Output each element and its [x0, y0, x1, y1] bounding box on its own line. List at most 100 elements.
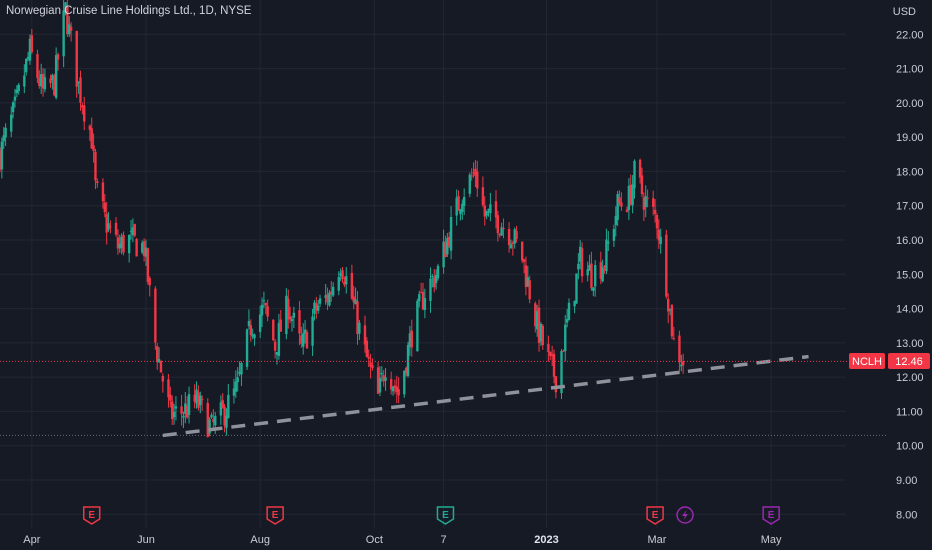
- candle: [17, 82, 20, 95]
- candle-body: [316, 306, 320, 311]
- earnings-event-marker[interactable]: E: [82, 506, 101, 525]
- candle-body: [114, 222, 118, 235]
- price-tag: NCLH 12.46: [849, 353, 930, 369]
- candle-body: [109, 226, 112, 228]
- candle-body: [197, 392, 200, 408]
- earnings-event-marker[interactable]: E: [266, 506, 284, 525]
- candle-body: [655, 214, 659, 229]
- candle-body: [507, 228, 511, 245]
- earnings-icon: [646, 506, 664, 525]
- candle: [573, 300, 576, 314]
- candle-body: [389, 379, 393, 390]
- candle: [474, 159, 477, 188]
- candle-body: [64, 2, 67, 13]
- candle-body: [526, 277, 530, 287]
- candle: [292, 306, 296, 329]
- candle-body: [436, 265, 440, 279]
- candle: [64, 2, 67, 16]
- candle: [481, 176, 485, 208]
- candle-body: [144, 247, 148, 257]
- earnings-event-marker[interactable]: E: [436, 506, 455, 525]
- candle-body: [116, 237, 120, 249]
- candle-body: [135, 239, 138, 257]
- candle: [28, 34, 32, 65]
- candle: [146, 247, 150, 285]
- candle-body: [81, 105, 84, 108]
- candle-body: [448, 236, 451, 247]
- candle-body: [182, 415, 185, 418]
- candle-body: [313, 302, 316, 314]
- candle-body: [10, 114, 13, 132]
- candle: [528, 275, 531, 304]
- candle-body: [421, 291, 425, 310]
- candle: [343, 276, 346, 288]
- candle: [4, 123, 7, 146]
- candle-body: [212, 418, 215, 423]
- candle: [326, 287, 329, 311]
- candle-body: [122, 234, 125, 253]
- y-tick-label: 12.00: [896, 372, 924, 384]
- candle: [476, 160, 479, 197]
- candle: [38, 70, 41, 89]
- candle: [681, 353, 685, 374]
- candle: [180, 394, 183, 426]
- candle-body: [668, 309, 672, 311]
- time-axis[interactable]: Apr Jun Aug Oct 7 2023 Mar May: [23, 534, 782, 546]
- candle-body: [681, 361, 685, 366]
- price-axis[interactable]: 8.00 9.00 10.00 11.00 12.00 13.00 14.00 15.00 16…: [896, 29, 924, 521]
- trendline[interactable]: [162, 354, 809, 438]
- candle-body: [266, 306, 269, 317]
- candle: [54, 47, 58, 100]
- candle: [410, 319, 413, 357]
- candle-body: [30, 35, 34, 53]
- candle: [25, 58, 28, 76]
- candle: [393, 379, 397, 395]
- candle: [234, 370, 238, 398]
- candle-body: [513, 229, 516, 244]
- candle: [448, 231, 451, 249]
- earnings-event-marker[interactable]: E: [762, 506, 780, 525]
- candle: [579, 240, 582, 270]
- candle: [258, 305, 262, 339]
- candle: [515, 225, 518, 243]
- candle-body: [601, 267, 604, 282]
- dashed-trendline[interactable]: [162, 354, 809, 438]
- candle-body: [262, 300, 266, 302]
- candle-body: [69, 26, 73, 31]
- candle-body: [187, 394, 191, 415]
- candle: [105, 201, 108, 245]
- candle: [277, 313, 281, 360]
- chart-title: Norwegian Cruise Line Holdings Ltd., 1D,…: [6, 5, 252, 17]
- candle-body: [528, 280, 531, 300]
- earnings-event-marker[interactable]: E: [646, 506, 664, 525]
- candles-layer: [0, 0, 685, 438]
- candle: [421, 282, 425, 311]
- candle-body: [534, 303, 537, 327]
- candle: [397, 377, 400, 404]
- candle-body: [494, 201, 498, 218]
- candle-body: [105, 213, 108, 233]
- candle: [41, 67, 45, 97]
- candle: [62, 0, 65, 68]
- candle: [225, 408, 228, 436]
- candle-body: [11, 102, 15, 113]
- candle-body: [172, 411, 176, 418]
- candle-body: [363, 325, 367, 345]
- candle: [170, 395, 174, 425]
- candle-body: [416, 300, 419, 352]
- candle-body: [77, 81, 80, 84]
- x-tick-label: 7: [441, 534, 447, 546]
- candle-body: [579, 246, 582, 262]
- x-tick-label: Mar: [647, 534, 666, 546]
- candle: [620, 192, 623, 211]
- candle: [547, 335, 550, 362]
- earnings-icon: [266, 506, 284, 525]
- candle-body: [251, 334, 254, 337]
- candle: [625, 206, 629, 213]
- candle: [172, 403, 176, 425]
- split-event-marker[interactable]: [676, 506, 694, 524]
- candle: [470, 168, 473, 181]
- candle: [206, 398, 209, 438]
- candle-body: [288, 316, 292, 320]
